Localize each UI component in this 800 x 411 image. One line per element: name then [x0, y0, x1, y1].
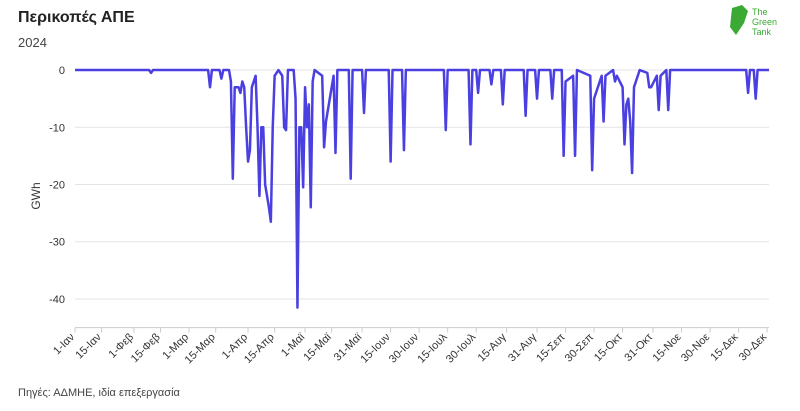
x-tick-label: 30-Δεκ: [737, 331, 770, 364]
x-tick-label: 15-Φεβ: [129, 331, 163, 365]
x-tick-label: 15-Οκτ: [592, 331, 625, 364]
y-tick-label: -20: [49, 180, 65, 192]
source-note: Πηγές: ΑΔΜΗΕ, ιδία επεξεργασία: [18, 387, 181, 399]
x-tick-label: 15-Δεκ: [708, 331, 741, 364]
x-tick-label: 15-Ιουν: [358, 331, 393, 366]
y-tick-label: -10: [49, 122, 65, 134]
chart-title: Περικοπές ΑΠΕ: [18, 9, 135, 26]
x-tick-label: 15-Αυγ: [476, 331, 509, 364]
x-tick-label: 15-Ιαν: [73, 331, 104, 362]
y-tick-label: 0: [59, 65, 65, 77]
x-tick-label: 15-Νοε: [651, 331, 684, 364]
x-tick-label: 30-Ιουλ: [444, 331, 479, 366]
x-tick-label: 15-Μαϊ: [301, 331, 334, 364]
x-tick-label: 30-Σεπ: [563, 331, 597, 365]
x-tick-label: 31-Αυγ: [506, 331, 539, 364]
logo: The Green Tank: [730, 5, 777, 37]
y-axis-title: GWh: [29, 182, 43, 209]
logo-text: The: [752, 7, 768, 17]
logo-text: Green: [752, 17, 777, 27]
y-tick-label: -30: [49, 237, 65, 249]
logo-text: Tank: [752, 27, 772, 37]
y-tick-label: -40: [49, 294, 65, 306]
x-tick-label: 15-Σεπ: [534, 331, 568, 365]
logo-icon: [730, 5, 748, 35]
x-tick-label: 31-Οκτ: [622, 331, 655, 364]
data-line: [75, 68, 769, 309]
x-tick-label: 15-Ιουλ: [415, 331, 450, 366]
x-tick-label: 30-Ιουν: [387, 331, 422, 366]
x-tick-label: 30-Νοε: [679, 331, 712, 364]
x-tick-label: 15-Απρ: [242, 331, 277, 366]
chart-subtitle: 2024: [18, 35, 47, 50]
